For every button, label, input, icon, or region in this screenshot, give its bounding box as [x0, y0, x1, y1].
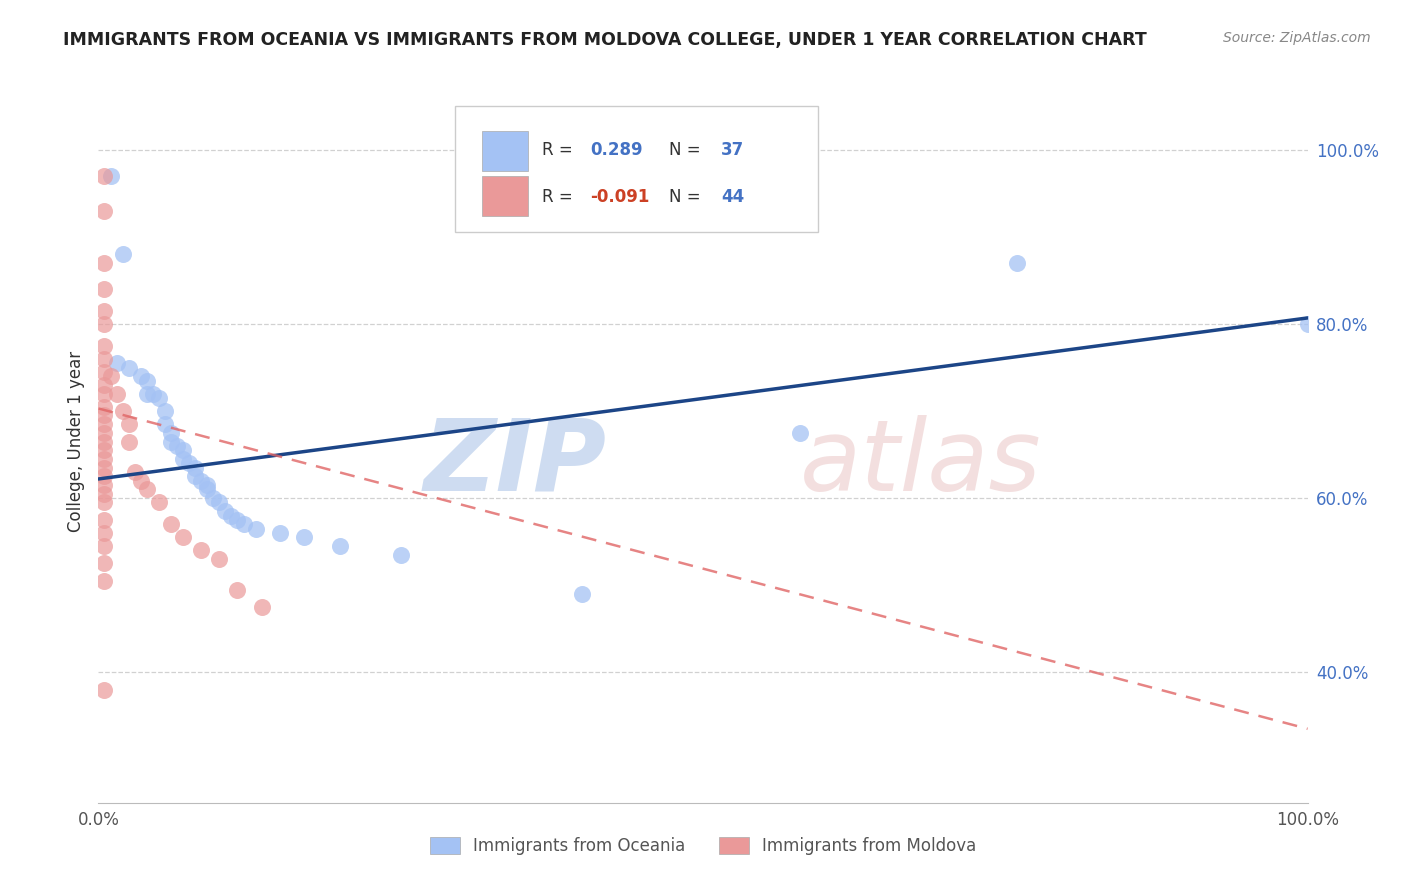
Point	[93, 574, 115, 588]
Point	[93, 317, 115, 331]
Y-axis label: College, Under 1 year: College, Under 1 year	[66, 351, 84, 533]
Point	[93, 203, 115, 218]
Point	[142, 386, 165, 401]
Point	[1007, 256, 1029, 270]
Point	[129, 369, 152, 384]
Point	[93, 169, 115, 183]
Point	[226, 582, 249, 597]
Point	[221, 508, 243, 523]
Text: IMMIGRANTS FROM OCEANIA VS IMMIGRANTS FROM MOLDOVA COLLEGE, UNDER 1 YEAR CORRELA: IMMIGRANTS FROM OCEANIA VS IMMIGRANTS FR…	[63, 31, 1147, 49]
Text: N =: N =	[669, 188, 706, 206]
Point	[93, 557, 115, 571]
Point	[202, 491, 225, 505]
Point	[93, 452, 115, 467]
Point	[118, 360, 141, 375]
Text: ZIP: ZIP	[423, 415, 606, 512]
FancyBboxPatch shape	[482, 177, 527, 216]
Text: Source: ZipAtlas.com: Source: ZipAtlas.com	[1223, 31, 1371, 45]
Point	[100, 369, 122, 384]
Point	[166, 439, 188, 453]
Point	[148, 391, 170, 405]
Point	[245, 522, 267, 536]
Point	[135, 483, 157, 497]
Point	[160, 434, 183, 449]
Point	[195, 478, 218, 492]
Point	[135, 386, 157, 401]
Point	[232, 517, 254, 532]
Legend: Immigrants from Oceania, Immigrants from Moldova: Immigrants from Oceania, Immigrants from…	[422, 829, 984, 863]
Point	[93, 400, 115, 414]
Point	[93, 256, 115, 270]
Point	[172, 530, 194, 544]
Point	[93, 495, 115, 509]
Point	[93, 351, 115, 366]
Point	[789, 425, 811, 440]
Point	[214, 504, 236, 518]
Point	[153, 404, 176, 418]
Text: 44: 44	[721, 188, 744, 206]
Point	[190, 474, 212, 488]
Point	[124, 465, 146, 479]
Point	[93, 525, 115, 540]
Text: N =: N =	[669, 141, 706, 160]
Point	[93, 304, 115, 318]
Point	[118, 434, 141, 449]
Point	[111, 404, 134, 418]
Point	[93, 682, 115, 697]
Point	[172, 443, 194, 458]
Point	[93, 478, 115, 492]
Point	[184, 469, 207, 483]
Point	[93, 460, 115, 475]
Point	[93, 513, 115, 527]
FancyBboxPatch shape	[456, 105, 818, 232]
Point	[389, 548, 412, 562]
Point	[160, 517, 183, 532]
Point	[93, 409, 115, 423]
Text: -0.091: -0.091	[591, 188, 650, 206]
Point	[184, 460, 207, 475]
Text: R =: R =	[543, 141, 578, 160]
Point	[571, 587, 593, 601]
Point	[269, 525, 291, 540]
Point	[1296, 317, 1319, 331]
Point	[160, 425, 183, 440]
Point	[226, 513, 249, 527]
Point	[208, 495, 231, 509]
Text: R =: R =	[543, 188, 578, 206]
Point	[105, 386, 128, 401]
Point	[93, 425, 115, 440]
Point	[93, 443, 115, 458]
Point	[172, 452, 194, 467]
Point	[208, 552, 231, 566]
Point	[93, 434, 115, 449]
Point	[190, 543, 212, 558]
Point	[93, 386, 115, 401]
Point	[93, 539, 115, 553]
Point	[148, 495, 170, 509]
Point	[93, 365, 115, 379]
Point	[195, 483, 218, 497]
FancyBboxPatch shape	[482, 131, 527, 170]
Point	[135, 374, 157, 388]
Text: atlas: atlas	[800, 415, 1042, 512]
Point	[93, 487, 115, 501]
Point	[93, 417, 115, 431]
Point	[118, 417, 141, 431]
Point	[93, 282, 115, 296]
Point	[93, 469, 115, 483]
Point	[100, 169, 122, 183]
Point	[179, 456, 201, 470]
Point	[153, 417, 176, 431]
Point	[329, 539, 352, 553]
Point	[111, 247, 134, 261]
Text: 37: 37	[721, 141, 744, 160]
Point	[292, 530, 315, 544]
Text: 0.289: 0.289	[591, 141, 643, 160]
Point	[250, 599, 273, 614]
Point	[105, 356, 128, 370]
Point	[93, 378, 115, 392]
Point	[129, 474, 152, 488]
Point	[93, 339, 115, 353]
